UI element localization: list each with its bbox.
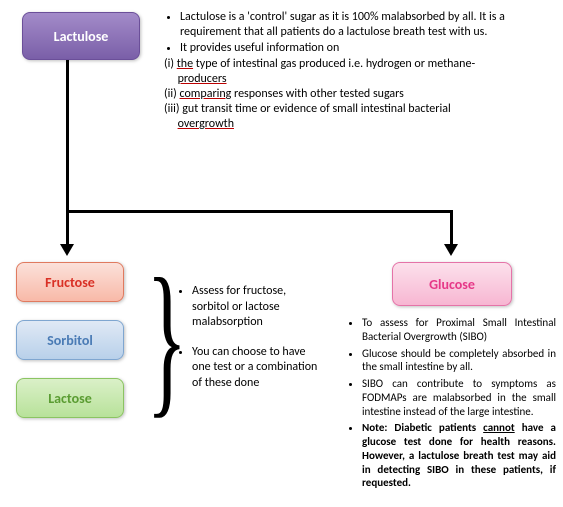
glucose-description-list: To assess for Proximal Small Intestinal … <box>346 316 556 493</box>
sorbitol-box: Sorbitol <box>16 320 124 360</box>
right-bullet-1: To assess for Proximal Small Intestinal … <box>362 316 556 344</box>
lactulose-box: Lactulose <box>22 12 140 60</box>
fructose-box: Fructose <box>16 262 124 302</box>
left-bullet-2: You can choose to have one test or a com… <box>192 345 324 392</box>
arrow-right-drop <box>450 210 453 246</box>
lactulose-description-list: Lactulose is a 'control' sugar as it is … <box>164 10 552 133</box>
right-bullet-3: SIBO can contribute to symptoms as FODMA… <box>362 377 556 418</box>
left-bullet-1: Assess for fructose, sorbitol or lactose… <box>192 284 324 331</box>
lactose-label: Lactose <box>48 390 92 407</box>
right-bullet-4: Note: Diabetic patients cannot have a gl… <box>362 421 556 490</box>
sorbitol-label: Sorbitol <box>47 332 93 349</box>
arrow-main-vertical <box>66 60 69 210</box>
lactulose-label: Lactulose <box>54 28 109 45</box>
top-bullet-2: It provides useful information on <box>180 41 552 56</box>
glucose-label: Glucose <box>429 276 475 293</box>
arrow-left-head <box>60 244 74 256</box>
arrow-left-drop <box>66 210 69 246</box>
roman-iii: (iii) gut transit time or evidence of sm… <box>164 102 552 132</box>
right-bullet-2: Glucose should be completely absorbed in… <box>362 347 556 375</box>
arrow-right-head <box>444 244 458 256</box>
arrow-horizontal <box>66 210 452 213</box>
fructose-label: Fructose <box>45 274 95 291</box>
glucose-box: Glucose <box>392 262 512 306</box>
roman-i: (i) the type of intestinal gas produced … <box>164 57 552 87</box>
roman-ii: (ii) comparing responses with other test… <box>164 87 552 102</box>
lactose-box: Lactose <box>16 378 124 418</box>
top-bullet-1: Lactulose is a 'control' sugar as it is … <box>180 10 552 40</box>
left-bullets-list: Assess for fructose, sorbitol or lactose… <box>176 284 324 406</box>
